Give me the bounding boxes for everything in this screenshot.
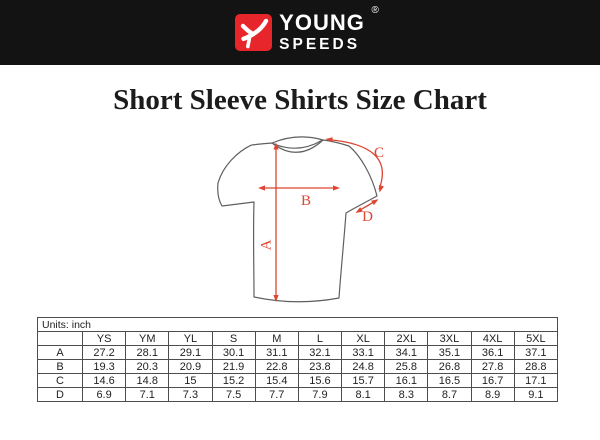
label-d: D (362, 209, 373, 225)
page-title: Short Sleeve Shirts Size Chart (113, 84, 487, 116)
measurement-value-cell: 27.8 (470, 359, 515, 374)
measurement-value-cell: 7.1 (125, 387, 170, 402)
measurement-value-cell: 25.8 (384, 359, 429, 374)
brand-wordmark: YOUNG SPEEDS (279, 12, 365, 53)
measurement-row: B 19.3 20.3 20.9 21.9 22.8 23.8 24.8 25.8 26.8 27.… (37, 359, 559, 374)
measurement-value-cell: 14.6 (81, 373, 127, 388)
measurement-value-cell: 7.5 (211, 387, 256, 402)
measurement-value-cell: 20.9 (168, 359, 213, 374)
arrowheads (258, 137, 384, 302)
measurement-value-cell: 22.8 (254, 359, 299, 374)
measurement-value-cell: 20.3 (125, 359, 170, 374)
young-speeds-logo: YOUNG SPEEDS ® (235, 5, 379, 53)
tshirt-outline (217, 136, 378, 303)
size-column-header: 2XL (384, 331, 429, 346)
size-column-header: 3XL (427, 331, 472, 346)
measurement-value-cell: 28.1 (125, 345, 170, 360)
size-column-header: YM (125, 331, 170, 346)
measurement-value-cell: 8.1 (341, 387, 386, 402)
size-column-header: XL (341, 331, 386, 346)
label-b: B (301, 193, 311, 209)
measurement-value-cell: 15.2 (211, 373, 256, 388)
measurement-value-cell: 33.1 (341, 345, 386, 360)
size-column-header: L (297, 331, 343, 346)
measurement-value-cell: 8.3 (384, 387, 429, 402)
measurement-value-cell: 34.1 (384, 345, 429, 360)
measurement-row: C 14.6 14.8 15 15.2 15.4 15.6 15.7 16.1 16.5 16.7 1… (37, 373, 559, 388)
size-column-header: S (211, 331, 256, 346)
measurement-value-cell: 15.7 (341, 373, 386, 388)
measurement-value-cell: 23.8 (297, 359, 343, 374)
brand-header: YOUNG SPEEDS ® (0, 0, 600, 65)
measurement-value-cell: 28.8 (513, 359, 559, 374)
measurement-value-cell: 32.1 (297, 345, 343, 360)
measurement-value-cell: 9.1 (513, 387, 559, 402)
measurement-value-cell: 37.1 (513, 345, 559, 360)
label-c: C (374, 145, 384, 161)
measurement-row: D 6.9 7.1 7.3 7.5 7.7 7.9 8.1 8.3 8.7 8.9 9.1 (37, 387, 559, 402)
arrow-c-curve (326, 138, 383, 190)
measurement-value-cell: 15 (168, 373, 213, 388)
measurement-labels: A B C D (259, 145, 385, 250)
size-column-header: M (254, 331, 299, 346)
size-column-header: YS (81, 331, 127, 346)
measurement-value-cell: 36.1 (470, 345, 515, 360)
measurement-value-cell: 7.9 (297, 387, 343, 402)
young-speeds-logo-icon (235, 14, 273, 51)
measurement-row: A 27.2 28.1 29.1 30.1 31.1 32.1 33.1 34.1 35.1 36.… (37, 345, 559, 360)
measurement-value-cell: 16.7 (470, 373, 515, 388)
measurement-value-cell: 15.4 (254, 373, 299, 388)
measurement-value-cell: 8.9 (470, 387, 515, 402)
measurement-value-cell: 30.1 (211, 345, 256, 360)
registered-trademark-symbol: ® (371, 5, 379, 17)
measurement-value-cell: 16.5 (427, 373, 472, 388)
measurement-value-cell: 29.1 (168, 345, 213, 360)
size-column-header: 5XL (513, 331, 559, 346)
brand-line2: SPEEDS (279, 36, 361, 54)
measurement-value-cell: 35.1 (427, 345, 472, 360)
units-label: Units: inch (37, 317, 558, 332)
size-column-header: YL (168, 331, 213, 346)
label-a: A (259, 239, 275, 250)
measurement-value-cell: 17.1 (513, 373, 559, 388)
measurement-value-cell: 27.2 (81, 345, 127, 360)
measurement-value-cell: 7.7 (254, 387, 299, 402)
tshirt-measurement-diagram: A B C D (217, 136, 385, 303)
measurement-value-cell: 15.6 (297, 373, 343, 388)
brand-line1: YOUNG (279, 10, 365, 36)
size-table-section: Units: inch YS YM YL S M L XL 2XL 3XL 4XL 5XL A 27.… (37, 317, 559, 402)
corner-cell (37, 331, 83, 346)
units-row: Units: inch (37, 317, 558, 332)
measurement-value-cell: 6.9 (81, 387, 127, 402)
size-table-body: A 27.2 28.1 29.1 30.1 31.1 32.1 33.1 34.1 35.1 36.… (37, 345, 559, 402)
measurement-value-cell: 26.8 (427, 359, 472, 374)
size-header-row: YS YM YL S M L XL 2XL 3XL 4XL 5XL (37, 331, 559, 346)
measurement-row-label: B (37, 359, 83, 374)
measurement-value-cell: 19.3 (81, 359, 127, 374)
size-column-header: 4XL (470, 331, 515, 346)
measurement-row-label: C (37, 373, 83, 388)
measurement-value-cell: 16.1 (384, 373, 429, 388)
measurement-row-label: D (37, 387, 83, 402)
measurement-value-cell: 31.1 (254, 345, 299, 360)
measurement-value-cell: 21.9 (211, 359, 256, 374)
size-table: Units: inch YS YM YL S M L XL 2XL 3XL 4XL 5XL A 27.… (37, 317, 559, 402)
measurement-row-label: A (37, 345, 83, 360)
measurement-value-cell: 7.3 (168, 387, 213, 402)
measurement-value-cell: 14.8 (125, 373, 170, 388)
measurement-value-cell: 8.7 (427, 387, 472, 402)
measurement-value-cell: 24.8 (341, 359, 386, 374)
